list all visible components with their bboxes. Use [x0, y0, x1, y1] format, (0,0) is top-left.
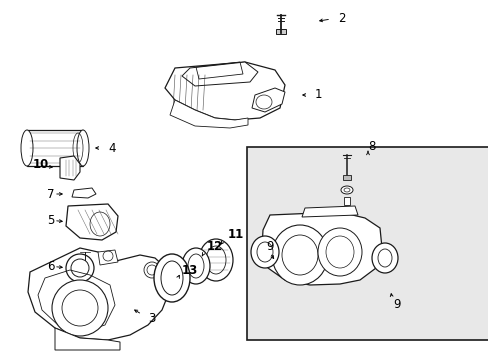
Ellipse shape: [21, 130, 33, 166]
Ellipse shape: [371, 243, 397, 273]
Text: 9: 9: [392, 298, 400, 311]
Polygon shape: [27, 130, 83, 166]
Ellipse shape: [250, 236, 279, 268]
Ellipse shape: [343, 188, 349, 192]
Ellipse shape: [161, 261, 183, 295]
Polygon shape: [275, 29, 285, 34]
Ellipse shape: [317, 228, 361, 276]
Polygon shape: [98, 250, 118, 265]
Polygon shape: [302, 206, 357, 217]
Ellipse shape: [187, 254, 203, 278]
Text: 9: 9: [265, 240, 273, 253]
Polygon shape: [60, 156, 80, 180]
Ellipse shape: [182, 248, 209, 284]
Text: 2: 2: [337, 12, 345, 24]
Text: 5: 5: [47, 213, 54, 226]
Polygon shape: [342, 175, 350, 180]
Ellipse shape: [52, 280, 108, 336]
Text: 7: 7: [47, 188, 54, 201]
Polygon shape: [262, 212, 381, 285]
Ellipse shape: [71, 259, 89, 277]
Ellipse shape: [282, 235, 317, 275]
Text: 8: 8: [367, 140, 375, 153]
Ellipse shape: [66, 254, 94, 282]
Text: 11: 11: [227, 229, 244, 242]
Text: 4: 4: [108, 141, 115, 154]
Ellipse shape: [199, 239, 232, 281]
Text: 10: 10: [33, 158, 49, 171]
Text: 12: 12: [206, 240, 223, 253]
Ellipse shape: [205, 246, 225, 274]
Ellipse shape: [62, 290, 98, 326]
Polygon shape: [66, 204, 118, 240]
Polygon shape: [343, 197, 349, 205]
Text: 1: 1: [314, 89, 322, 102]
Polygon shape: [182, 62, 258, 86]
Ellipse shape: [377, 249, 391, 267]
Polygon shape: [72, 188, 96, 198]
Ellipse shape: [257, 242, 272, 262]
Polygon shape: [170, 100, 247, 128]
Bar: [246, 147, 488, 340]
Text: 13: 13: [182, 264, 198, 276]
Polygon shape: [28, 248, 170, 340]
Ellipse shape: [325, 236, 353, 268]
Polygon shape: [251, 88, 285, 112]
Polygon shape: [164, 62, 285, 120]
Text: 6: 6: [47, 260, 54, 273]
Polygon shape: [55, 328, 120, 350]
Text: 3: 3: [148, 311, 155, 324]
Ellipse shape: [271, 225, 327, 285]
Ellipse shape: [154, 254, 190, 302]
Ellipse shape: [77, 130, 89, 166]
Ellipse shape: [340, 186, 352, 194]
